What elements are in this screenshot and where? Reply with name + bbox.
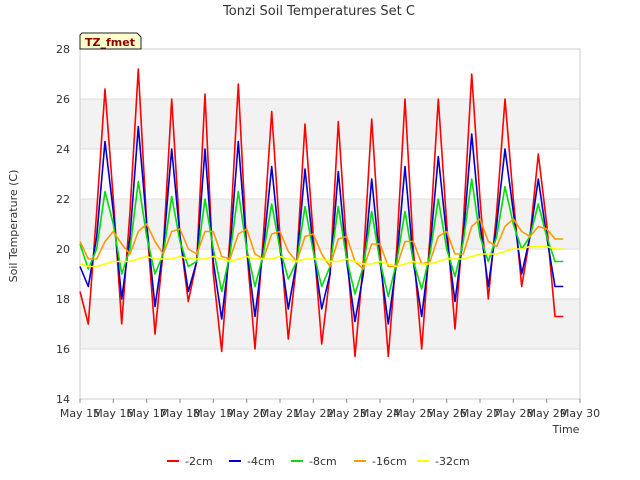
background-band (80, 99, 580, 149)
y-axis-ticks: 14 16 18 20 22 24 26 28 (56, 43, 70, 406)
site-badge-label: TZ_fmet (85, 36, 135, 49)
x-tick-label: May 24 (360, 407, 400, 420)
x-tick-label: May 16 (93, 407, 133, 420)
x-axis-label: Time (552, 423, 580, 436)
x-tick-label: May 21 (260, 407, 300, 420)
plot-frame (79, 48, 581, 400)
x-tick-label: May 15 (60, 407, 100, 420)
y-tick-label: 14 (56, 393, 70, 406)
y-tick-label: 24 (56, 143, 70, 156)
series-line--16cm (79, 218, 564, 270)
site-badge-box (79, 32, 142, 50)
y-tick-label: 22 (56, 193, 70, 206)
legend-label--32cm: -32cm (435, 455, 470, 468)
x-tick-label: May 17 (127, 407, 167, 420)
y-tick-label: 28 (56, 43, 70, 56)
series-line--2cm (79, 68, 564, 358)
legend-label--8cm: -8cm (309, 455, 337, 468)
y-tick-label: 18 (56, 293, 70, 306)
x-tick-label: May 19 (193, 407, 233, 420)
x-tick-label: May 25 (393, 407, 433, 420)
x-tick-label: May 28 (493, 407, 533, 420)
chart-title: Tonzi Soil Temperatures Set C (222, 4, 415, 19)
y-axis-label: Soil Temperature (C) (7, 170, 20, 283)
y-tick-label: 16 (56, 343, 70, 356)
site-badge: TZ_fmet (79, 32, 142, 50)
y-tick-label: 26 (56, 93, 70, 106)
legend: -2cm -4cm -8cm -16cm -32cm (167, 455, 470, 468)
x-tick-label: May 23 (327, 407, 367, 420)
x-tick-label: May 26 (427, 407, 467, 420)
series-line--32cm (79, 245, 564, 268)
y-tick-label: 20 (56, 243, 70, 256)
legend-label--16cm: -16cm (372, 455, 407, 468)
x-tick-label: May 30 (560, 407, 600, 420)
x-tick-label: May 18 (160, 407, 200, 420)
x-tick-label: May 29 (527, 407, 567, 420)
legend-label--4cm: -4cm (247, 455, 275, 468)
series-line--8cm (79, 178, 564, 298)
x-tick-label: May 27 (460, 407, 500, 420)
background-band (80, 299, 580, 349)
background-bands (80, 99, 580, 349)
legend-label--2cm: -2cm (185, 455, 213, 468)
data-series (79, 68, 564, 358)
x-tick-label: May 20 (227, 407, 267, 420)
x-tick-label: May 22 (293, 407, 333, 420)
